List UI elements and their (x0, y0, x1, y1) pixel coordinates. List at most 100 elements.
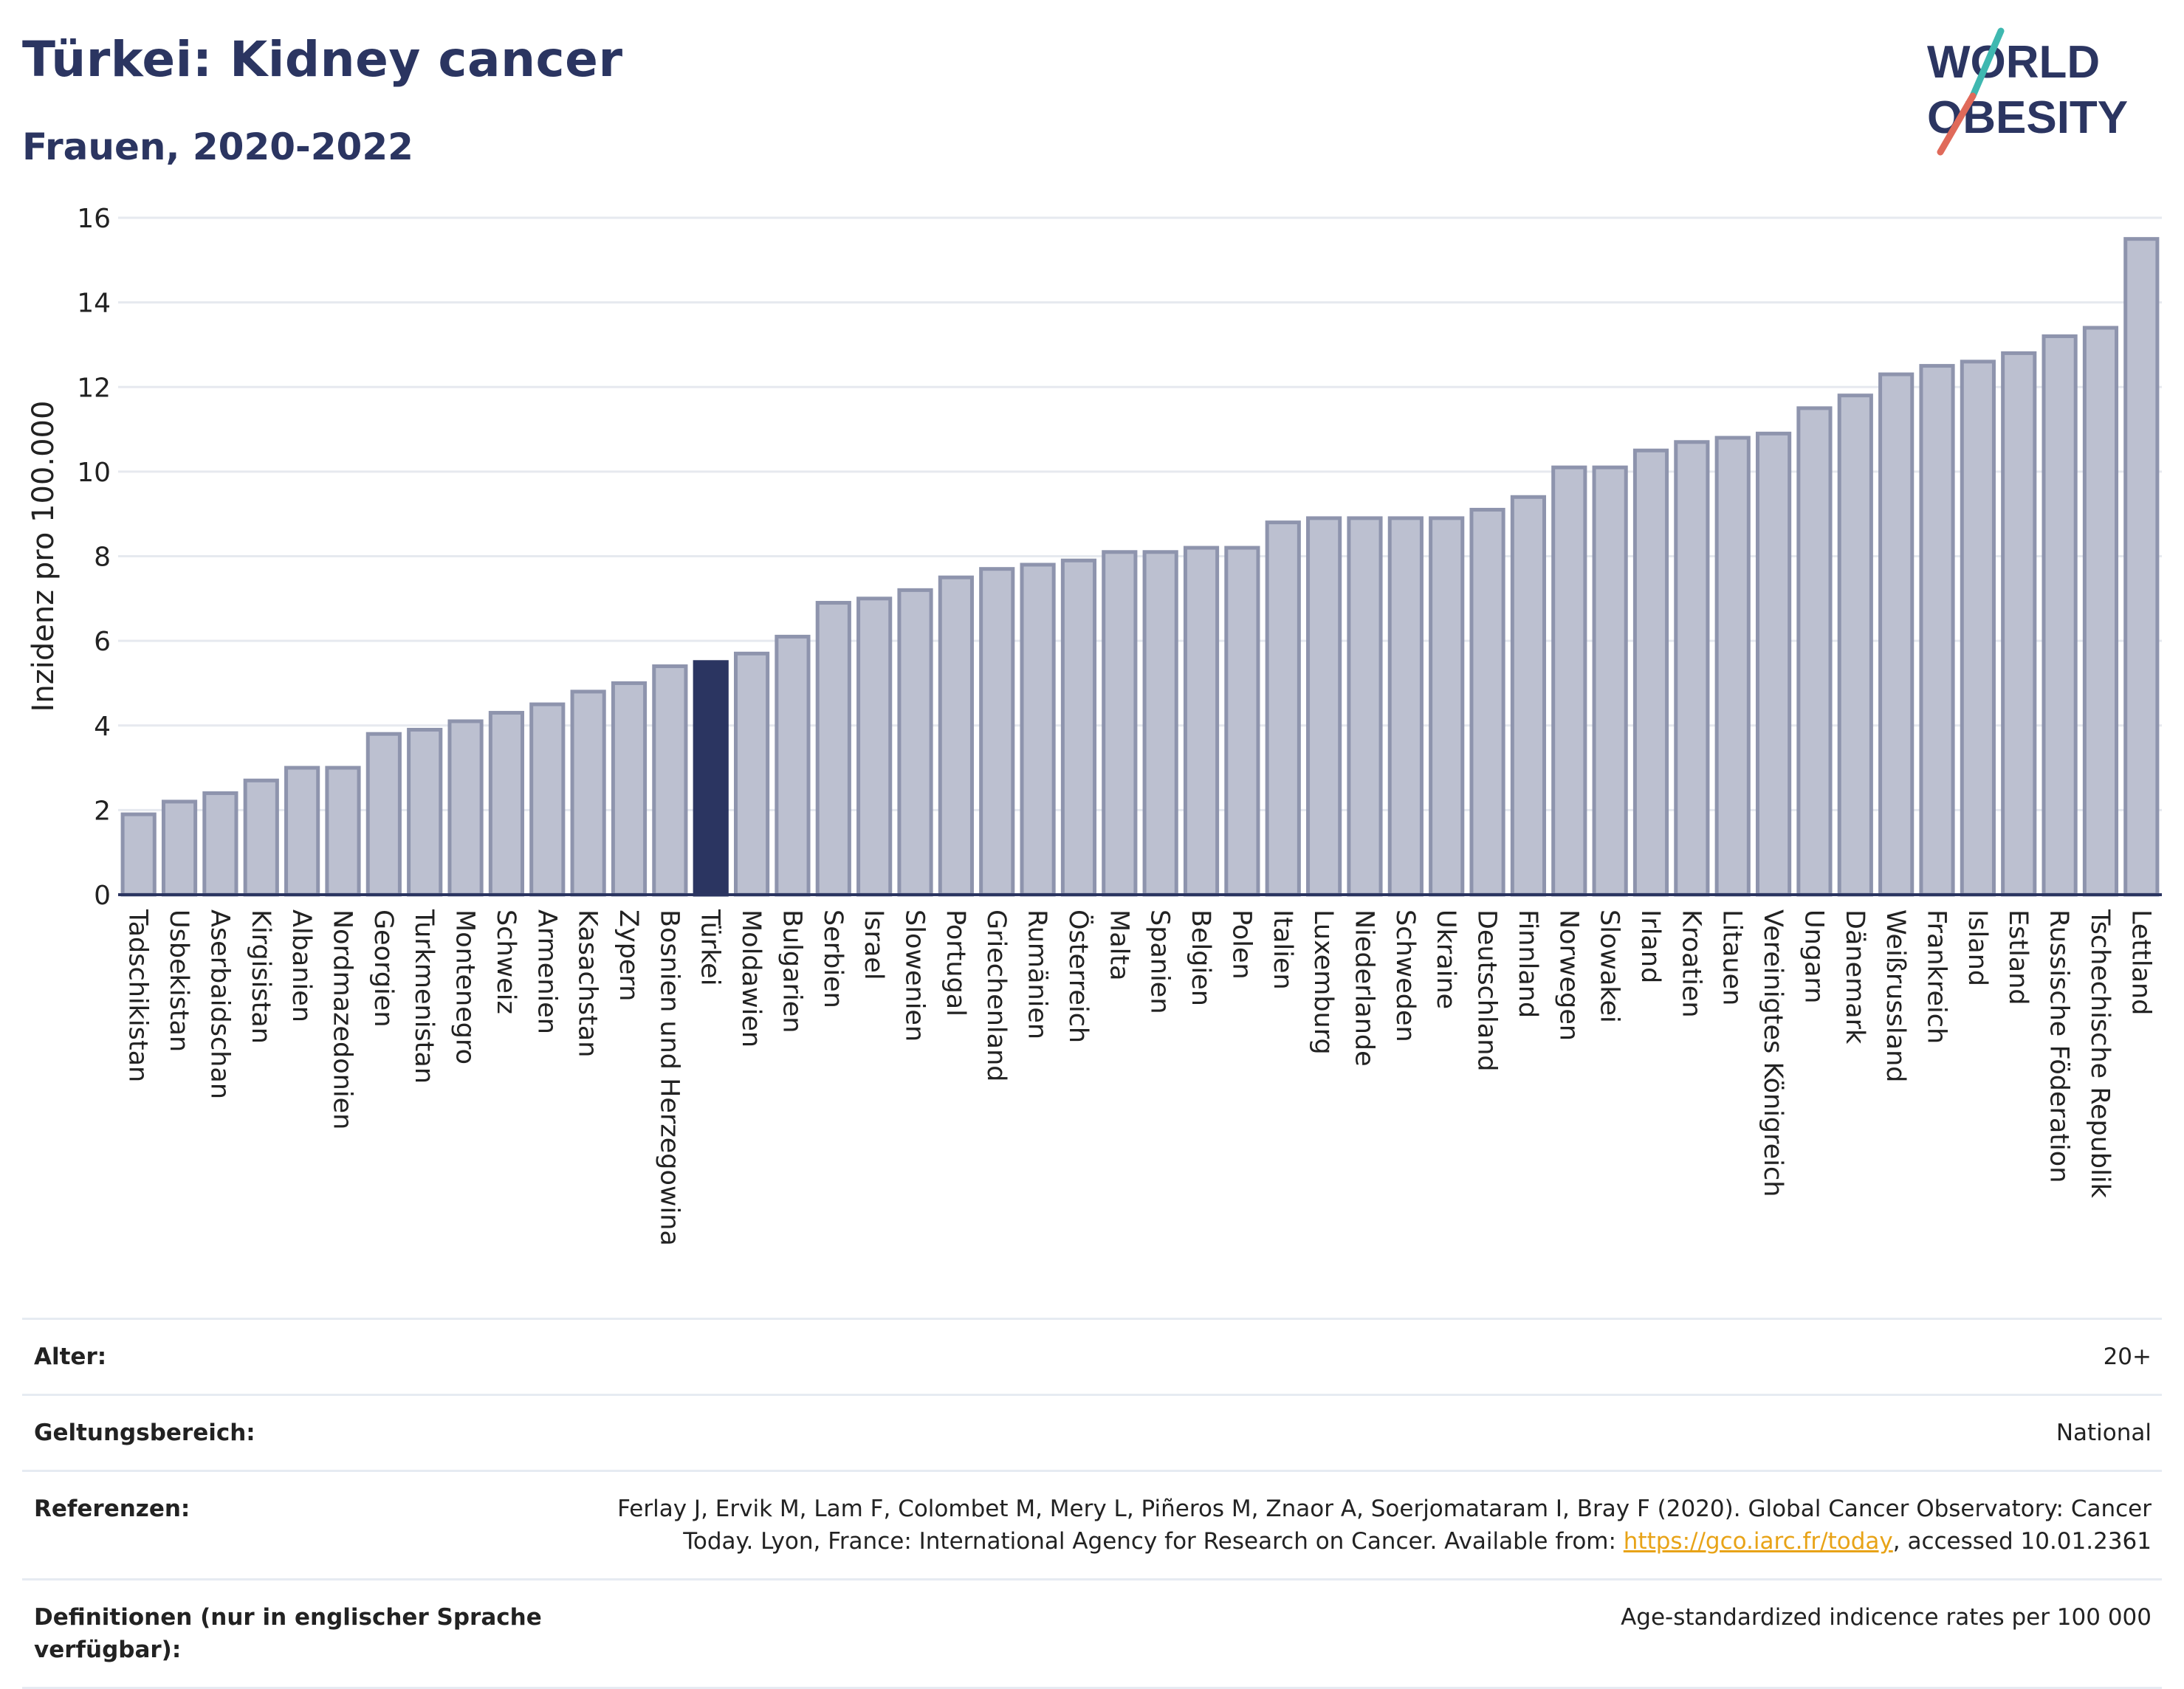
bar (1387, 516, 1424, 897)
x-tick-label: Deutschland (1472, 909, 1502, 1072)
bar (488, 711, 525, 897)
bar (1755, 431, 1792, 897)
x-tick-label: Israel (859, 909, 888, 980)
bar (1878, 372, 1915, 897)
x-tick-label: Schweden (1390, 909, 1420, 1042)
x-tick-label: Tadschikistan (123, 909, 153, 1082)
x-tick-label: Zypern (614, 909, 643, 1001)
x-tick-label: Georgien (368, 909, 398, 1028)
x-tick-label: Slowakei (1595, 909, 1624, 1023)
y-tick-label: 12 (77, 373, 111, 403)
x-tick-label: Nordmazedonien (327, 909, 357, 1129)
x-tick-label: Turkmenistan (409, 909, 439, 1084)
meta-row-age: Alter: 20+ (22, 1318, 2162, 1394)
x-tick-label: Aserbaidschan (205, 909, 234, 1099)
metadata-table: Alter: 20+ Geltungsbereich: National Ref… (22, 1318, 2162, 1689)
logo-slash-teal (1969, 27, 2005, 100)
bar (815, 601, 851, 897)
x-tick-label: Lettland (2126, 909, 2155, 1015)
bar (897, 588, 933, 897)
x-tick-label: Albanien (286, 909, 316, 1022)
meta-scope-value: National (2056, 1420, 2152, 1446)
bar (1796, 406, 1833, 897)
y-tick-label: 16 (77, 204, 111, 234)
meta-row-references: Referenzen: Ferlay J, Ervik M, Lam F, Co… (22, 1470, 2162, 1578)
chart-subtitle: Frauen, 2020-2022 (22, 125, 413, 168)
x-tick-label: Weißrussland (1881, 909, 1910, 1082)
x-tick-label: Schweiz (491, 909, 521, 1014)
x-tick-label: Norwegen (1553, 909, 1583, 1041)
bar (284, 766, 320, 897)
y-tick-label: 14 (77, 289, 111, 319)
meta-definitions-label: Definitionen (nur in englischer Sprache … (34, 1604, 542, 1663)
x-tick-label: Polen (1226, 909, 1256, 980)
bar (1632, 448, 1669, 897)
bar (652, 664, 688, 897)
x-tick-label: Kroatien (1676, 909, 1706, 1018)
bar (979, 567, 1015, 897)
bar (202, 791, 238, 897)
bar (325, 766, 361, 897)
bar (365, 732, 402, 897)
bar (1837, 393, 1873, 897)
bar (1265, 520, 1301, 897)
bar (243, 778, 279, 897)
x-tick-label: Usbekistan (164, 909, 193, 1052)
x-tick-label: Estland (2003, 909, 2033, 1005)
x-tick-label: Finnland (1513, 909, 1542, 1018)
bar (1469, 507, 1505, 897)
bar (1306, 516, 1342, 897)
meta-age-value: 20+ (2103, 1344, 2152, 1370)
bar (1674, 440, 1710, 897)
meta-definitions-value: Age-standardized indicence rates per 100… (1621, 1604, 2152, 1631)
bar (2042, 334, 2078, 897)
chart-title: Türkei: Kidney cancer (22, 31, 623, 88)
references-text: Ferlay J, Ervik M, Lam F, Colombet M, Me… (617, 1496, 2152, 1555)
x-tick-label: Belgien (1186, 909, 1215, 1006)
y-axis-label: Inzidenz pro 100.000 (27, 401, 61, 712)
x-tick-label: Griechenland (981, 909, 1011, 1081)
bar (570, 689, 606, 897)
bar (1060, 558, 1097, 897)
meta-age-label: Alter: (34, 1344, 107, 1370)
bar (1102, 550, 1138, 897)
x-tick-label: Rumänien (1023, 909, 1052, 1039)
bar (1714, 436, 1751, 897)
bar (938, 575, 974, 897)
x-tick-label: Bulgarien (777, 909, 806, 1033)
y-tick-label: 10 (77, 458, 111, 488)
x-tick-label: Moldawien (736, 909, 766, 1048)
x-tick-label: Österreich (1063, 909, 1094, 1043)
bar (775, 634, 811, 897)
bar (2082, 326, 2119, 897)
x-tick-label: Frankreich (1922, 909, 1951, 1044)
x-tick-label: Portugal (941, 909, 970, 1017)
x-tick-label: Dänemark (1840, 909, 1869, 1045)
x-tick-label: Montenegro (450, 909, 480, 1064)
x-tick-label: Luxemburg (1308, 909, 1338, 1055)
references-link[interactable]: https://gco.iarc.fr/today (1623, 1528, 1893, 1555)
x-tick-label: Malta (1104, 909, 1133, 981)
bar (611, 681, 648, 897)
bar (1020, 563, 1056, 897)
bar (1592, 465, 1628, 897)
bar (1429, 516, 1465, 897)
bar (1551, 465, 1587, 897)
y-tick-label: 2 (94, 796, 111, 826)
bar (161, 799, 198, 897)
meta-references-label: Referenzen: (34, 1496, 190, 1522)
x-tick-label: Ungarn (1799, 909, 1828, 1003)
x-tick-label: Kirgisistan (246, 909, 275, 1044)
y-tick-label: 4 (94, 712, 111, 742)
references-accessed: , accessed 10.01.2361 (1892, 1528, 2152, 1555)
x-tick-label: Niederlande (1349, 909, 1378, 1067)
bar-chart: 0 2 4 6 8 10 12 14 16 Tadschikistan Usbekistan Ase… (27, 204, 2162, 1246)
logo-text-world: WORLD (1927, 37, 2100, 88)
y-tick-label: 8 (94, 543, 111, 573)
bar (1183, 546, 1220, 897)
meta-scope-label: Geltungsbereich: (34, 1420, 255, 1446)
x-axis-labels: Tadschikistan Usbekistan Aserbaidschan Kirg… (123, 909, 2156, 1246)
x-tick-label: Bosnien und Herzegowina (654, 909, 684, 1246)
bar (693, 660, 729, 897)
x-tick-label: Armenien (532, 909, 561, 1034)
